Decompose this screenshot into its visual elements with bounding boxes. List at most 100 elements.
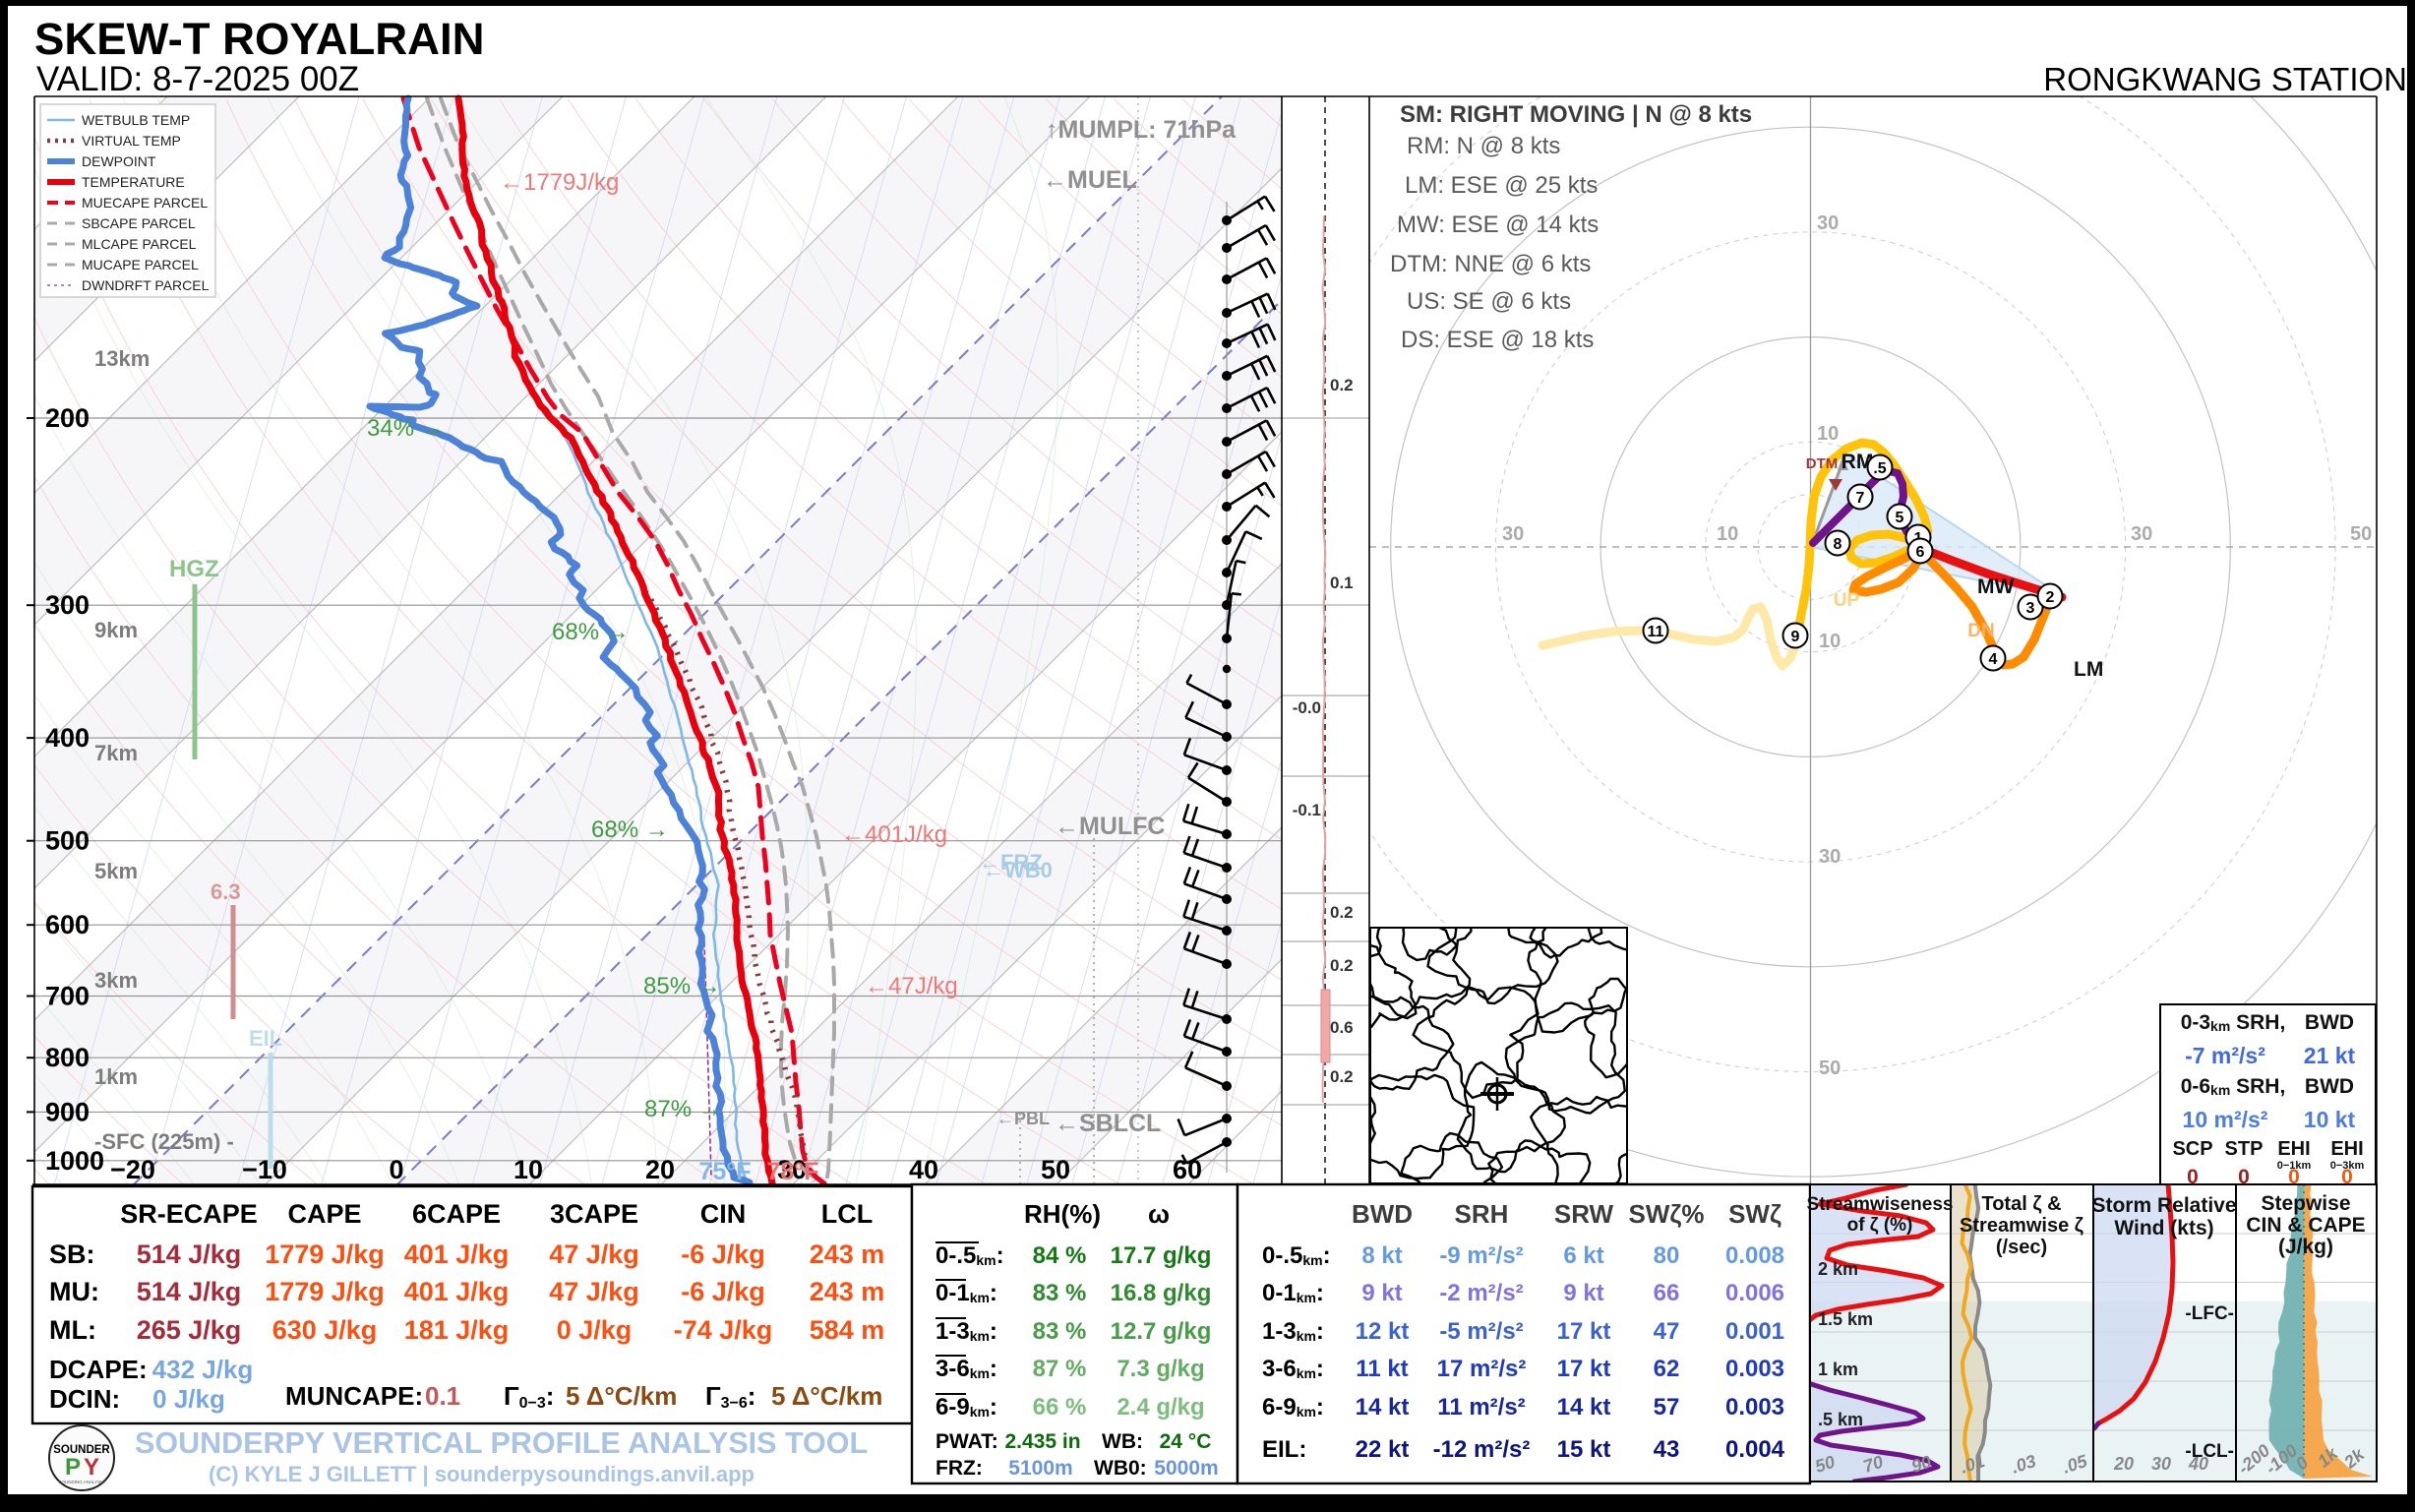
svg-text:DTM: DTM bbox=[1806, 455, 1839, 472]
svg-text:0.2: 0.2 bbox=[1330, 376, 1354, 394]
svg-text:11 m²/s²: 11 m²/s² bbox=[1437, 1394, 1525, 1421]
svg-text:6CAPE: 6CAPE bbox=[412, 1199, 501, 1229]
svg-text:←401J/kg: ←401J/kg bbox=[841, 821, 947, 848]
svg-text:30: 30 bbox=[1502, 523, 1524, 545]
svg-text:200: 200 bbox=[45, 403, 90, 433]
svg-text:243 m: 243 m bbox=[810, 1277, 885, 1306]
svg-text:MUCAPE PARCEL: MUCAPE PARCEL bbox=[82, 257, 199, 272]
svg-text:12 kt: 12 kt bbox=[1356, 1318, 1410, 1345]
svg-text:-0.0: -0.0 bbox=[1293, 698, 1321, 717]
svg-text:0: 0 bbox=[2341, 1166, 2353, 1188]
svg-text:0.003: 0.003 bbox=[1725, 1394, 1784, 1421]
svg-text:75°F: 75°F bbox=[698, 1158, 751, 1185]
svg-text:Streamwise ζ: Streamwise ζ bbox=[1960, 1215, 2083, 1237]
svg-text:0: 0 bbox=[2187, 1166, 2199, 1188]
svg-text:-LCL-: -LCL- bbox=[2185, 1441, 2234, 1462]
svg-text:←1779J/kg: ←1779J/kg bbox=[500, 169, 619, 196]
svg-text:Stepwise: Stepwise bbox=[2261, 1192, 2350, 1215]
svg-text:(/sec): (/sec) bbox=[1996, 1237, 2047, 1258]
svg-text:BWD: BWD bbox=[2305, 1075, 2354, 1098]
svg-text:3: 3 bbox=[2026, 600, 2035, 617]
svg-text:40: 40 bbox=[2188, 1454, 2208, 1474]
svg-text:80: 80 bbox=[1654, 1242, 1680, 1269]
svg-text:1.5 km: 1.5 km bbox=[1818, 1309, 1873, 1329]
svg-text:6-9km:: 6-9km: bbox=[936, 1394, 997, 1421]
svg-text:Total ζ &: Total ζ & bbox=[1981, 1193, 2061, 1215]
svg-text:←WB0: ←WB0 bbox=[983, 858, 1053, 882]
svg-text:432 J/kg: 432 J/kg bbox=[152, 1355, 254, 1384]
svg-text:MUECAPE PARCEL: MUECAPE PARCEL bbox=[82, 195, 208, 211]
svg-text:WB:: WB: bbox=[1102, 1430, 1143, 1453]
svg-text:.5: .5 bbox=[1873, 460, 1886, 477]
svg-text:SRH: SRH bbox=[1455, 1199, 1509, 1229]
svg-text:←47J/kg: ←47J/kg bbox=[865, 973, 958, 999]
svg-text:43: 43 bbox=[1654, 1436, 1680, 1463]
svg-text:8: 8 bbox=[1834, 536, 1842, 553]
svg-text:584 m: 584 m bbox=[810, 1315, 885, 1345]
svg-text:VALID: 8-7-2025 00Z: VALID: 8-7-2025 00Z bbox=[36, 60, 359, 98]
svg-text:10: 10 bbox=[1819, 631, 1841, 652]
svg-text:84 %: 84 % bbox=[1033, 1242, 1087, 1269]
svg-text:Y: Y bbox=[84, 1454, 99, 1481]
svg-text:CIN & CAPE: CIN & CAPE bbox=[2246, 1214, 2365, 1237]
svg-text:-12 m²/s²: -12 m²/s² bbox=[1433, 1436, 1531, 1463]
svg-text:0.1: 0.1 bbox=[1330, 574, 1354, 592]
svg-text:EHI: EHI bbox=[2277, 1138, 2310, 1160]
svg-text:11: 11 bbox=[1648, 624, 1664, 640]
svg-text:0.2: 0.2 bbox=[1330, 956, 1354, 975]
svg-text:66: 66 bbox=[1654, 1280, 1680, 1306]
svg-text:0 J/kg: 0 J/kg bbox=[557, 1315, 633, 1345]
svg-text:47: 47 bbox=[1654, 1318, 1680, 1345]
svg-text:0-6km SRH,: 0-6km SRH, bbox=[2181, 1075, 2286, 1098]
svg-text:300: 300 bbox=[45, 590, 90, 620]
svg-text:US: SE @ 6 kts: US: SE @ 6 kts bbox=[1407, 288, 1571, 315]
svg-text:3km: 3km bbox=[94, 968, 138, 993]
svg-text:9 kt: 9 kt bbox=[1361, 1280, 1402, 1306]
svg-text:DS: ESE @ 18 kts: DS: ESE @ 18 kts bbox=[1401, 327, 1594, 353]
svg-text:DEWPOINT: DEWPOINT bbox=[82, 153, 156, 169]
svg-text:3CAPE: 3CAPE bbox=[550, 1199, 638, 1229]
svg-text:SRW: SRW bbox=[1554, 1199, 1614, 1229]
svg-text:17 m²/s²: 17 m²/s² bbox=[1437, 1356, 1527, 1382]
svg-text:20: 20 bbox=[645, 1155, 675, 1184]
svg-text:P: P bbox=[65, 1454, 81, 1481]
svg-text:66 %: 66 % bbox=[1033, 1394, 1087, 1421]
svg-text:DCIN:: DCIN: bbox=[49, 1384, 120, 1414]
svg-text:5000m: 5000m bbox=[1154, 1457, 1218, 1480]
svg-text:0.006: 0.006 bbox=[1725, 1280, 1784, 1306]
svg-text:SR-ECAPE: SR-ECAPE bbox=[120, 1199, 258, 1229]
svg-text:68% →: 68% → bbox=[591, 816, 669, 843]
svg-text:11 kt: 11 kt bbox=[1356, 1356, 1408, 1382]
svg-text:700: 700 bbox=[45, 982, 90, 1011]
svg-text:0.001: 0.001 bbox=[1725, 1318, 1784, 1345]
svg-text:EHI: EHI bbox=[2330, 1138, 2363, 1160]
svg-text:50: 50 bbox=[2350, 523, 2372, 545]
svg-text:(J/kg): (J/kg) bbox=[2278, 1236, 2333, 1258]
svg-text:8 kt: 8 kt bbox=[1361, 1242, 1402, 1269]
svg-text:17 kt: 17 kt bbox=[1557, 1356, 1611, 1382]
svg-text:600: 600 bbox=[45, 910, 90, 939]
svg-text:-0.1: -0.1 bbox=[1293, 801, 1321, 819]
svg-text:3-6km:: 3-6km: bbox=[936, 1356, 997, 1382]
svg-text:514 J/kg: 514 J/kg bbox=[137, 1240, 242, 1269]
svg-text:EIL: EIL bbox=[249, 1026, 282, 1051]
svg-text:2.435 in: 2.435 in bbox=[1004, 1430, 1080, 1453]
svg-text:62: 62 bbox=[1654, 1356, 1680, 1382]
svg-text:1000: 1000 bbox=[45, 1146, 104, 1176]
svg-text:401 J/kg: 401 J/kg bbox=[404, 1240, 510, 1269]
svg-text:BWD: BWD bbox=[2305, 1011, 2354, 1034]
svg-text:68% →: 68% → bbox=[552, 619, 630, 645]
svg-text:1 km: 1 km bbox=[1818, 1360, 1858, 1379]
svg-text:30: 30 bbox=[1819, 846, 1841, 868]
svg-text:WB0:: WB0: bbox=[1094, 1457, 1147, 1480]
svg-text:6 kt: 6 kt bbox=[1563, 1242, 1603, 1269]
svg-text:400: 400 bbox=[45, 723, 90, 753]
svg-text:10 kt: 10 kt bbox=[2304, 1107, 2356, 1132]
svg-text:0-.5km:: 0-.5km: bbox=[936, 1242, 1004, 1269]
svg-text:-7 m²/s²: -7 m²/s² bbox=[2185, 1043, 2265, 1068]
svg-text:-5 m²/s²: -5 m²/s² bbox=[1439, 1318, 1523, 1345]
svg-text:MW: ESE @ 14 kts: MW: ESE @ 14 kts bbox=[1397, 212, 1599, 238]
svg-text:MW: MW bbox=[1977, 575, 2014, 598]
svg-text:CIN: CIN bbox=[700, 1199, 747, 1229]
svg-text:900: 900 bbox=[45, 1097, 90, 1126]
